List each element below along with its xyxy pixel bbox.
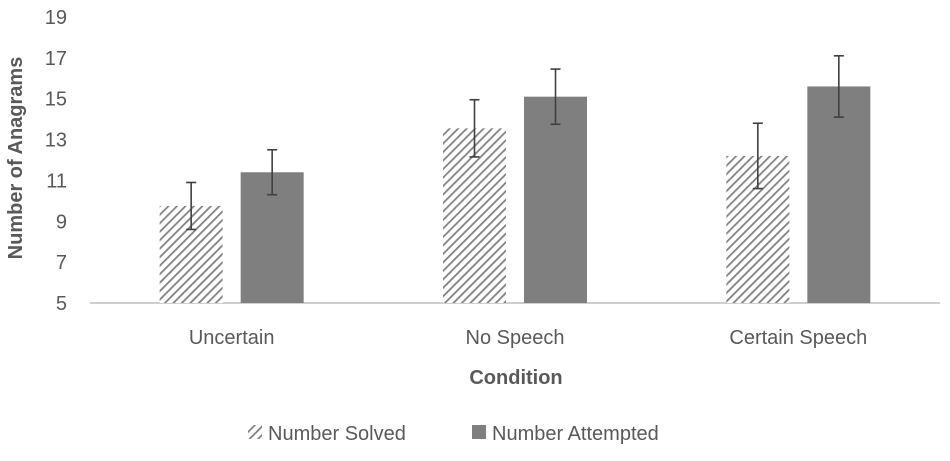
y-tick-label: 19 [45, 7, 67, 29]
legend-swatch-solved [248, 425, 262, 439]
y-axis-title: Number of Anagrams [5, 57, 27, 260]
legend-swatch-attempted [472, 425, 486, 439]
x-tick-label: No Speech [466, 327, 565, 349]
y-tick-label: 15 [45, 89, 67, 111]
error-bars [186, 55, 844, 231]
error-bar-attempted-0 [267, 148, 278, 196]
x-axis-ticks: Uncertain No Speech Certain Speech [189, 327, 867, 349]
x-tick-label: Uncertain [189, 327, 275, 349]
y-tick-label: 9 [56, 211, 67, 233]
x-tick-label: Certain Speech [729, 327, 867, 349]
y-tick-label: 7 [56, 252, 67, 274]
y-tick-label: 11 [46, 170, 67, 192]
bar-attempted-2 [807, 86, 871, 303]
y-tick-label: 13 [45, 130, 67, 152]
x-axis-title: Condition [469, 367, 562, 389]
error-bar-solved-0 [186, 181, 197, 231]
bar-attempted-1 [524, 96, 587, 304]
legend-label-attempted: Number Attempted [492, 423, 659, 445]
error-bar-solved-2 [752, 122, 763, 190]
y-tick-label: 17 [45, 48, 67, 70]
legend: Number Solved Number Attempted [248, 423, 659, 445]
legend-label-solved: Number Solved [268, 423, 406, 445]
y-axis-ticks: 5 7 9 11 13 15 17 19 [45, 7, 67, 315]
error-bar-solved-1 [469, 98, 480, 158]
y-tick-label: 5 [56, 293, 67, 315]
error-bar-attempted-1 [550, 68, 561, 126]
bars [159, 86, 871, 304]
error-bar-attempted-2 [833, 55, 844, 118]
